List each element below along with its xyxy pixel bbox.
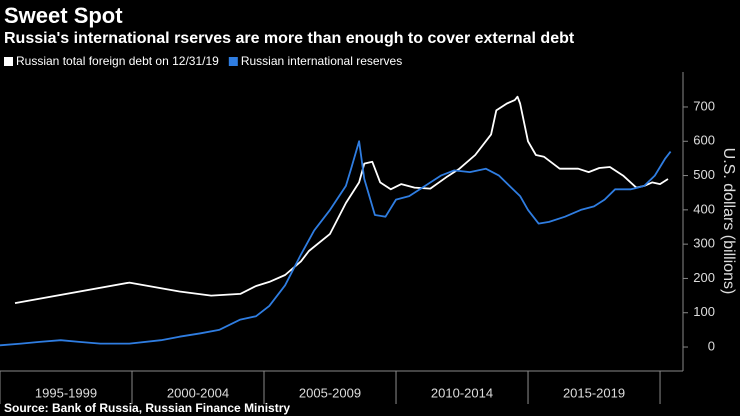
y-tick-label: 400 <box>693 201 715 216</box>
x-tick-label: 2010-2014 <box>431 385 493 400</box>
x-tick-label: 2000-2004 <box>167 385 229 400</box>
y-tick-label: 500 <box>693 167 715 182</box>
y-tick-label: 200 <box>693 270 715 285</box>
x-tick-label: 1995-1999 <box>35 385 97 400</box>
legend-label: Russian total foreign debt on 12/31/19 <box>16 54 219 68</box>
series-line <box>0 140 672 347</box>
y-tick-label: 300 <box>693 236 715 251</box>
y-tick-label: 700 <box>693 98 715 113</box>
y-axis-title: U.S. dollars (billions) <box>720 148 737 295</box>
legend-label: Russian international reserves <box>241 54 402 68</box>
y-tick-label: 0 <box>708 338 715 353</box>
chart-title: Sweet Spot <box>4 3 123 28</box>
series-line <box>14 95 669 304</box>
legend-swatch <box>4 57 13 66</box>
y-tick-label: 600 <box>693 133 715 148</box>
legend-swatch <box>228 57 238 66</box>
x-tick-label: 2015-2019 <box>563 385 625 400</box>
source: Source: Bank of Russia, Russian Finance … <box>4 401 290 415</box>
y-tick-label: 100 <box>693 304 715 319</box>
x-tick-label: 2005-2009 <box>299 385 361 400</box>
chart-subtitle: Russia's international rserves are more … <box>4 30 575 47</box>
